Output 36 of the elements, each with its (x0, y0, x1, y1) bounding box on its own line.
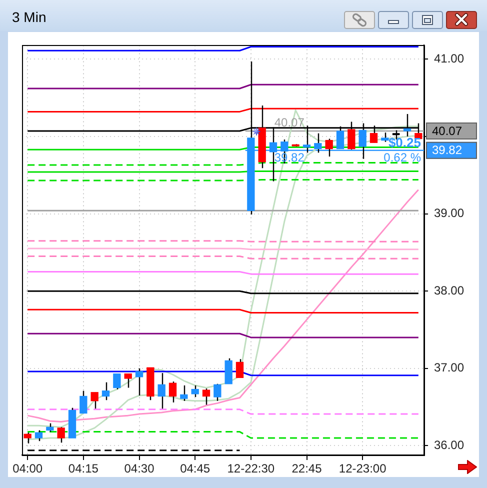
annotation: $0.25 (388, 134, 421, 150)
candlestick (168, 380, 177, 404)
x-tick-label: 22:45 (292, 462, 322, 476)
candlestick (158, 372, 166, 410)
candlestick (57, 426, 65, 444)
candlestick (214, 383, 222, 402)
candlestick (191, 384, 199, 398)
candlestick (34, 430, 43, 442)
x-tick-label: 12-22:30 (227, 462, 275, 476)
candlestick (180, 384, 188, 402)
candlestick (102, 382, 110, 401)
candlestick (90, 392, 98, 410)
x-tick-label: 04:45 (180, 462, 210, 476)
text: 39.82 (432, 143, 462, 158)
candlestick (381, 132, 389, 142)
y-tick-label: 36.00 (434, 438, 464, 452)
y-tick-label: 41.00 (434, 51, 464, 66)
x-tick-label: 04:00 (12, 462, 43, 476)
x-tick-label: 12-23:00 (338, 462, 387, 476)
y-tick-label: 38.00 (434, 283, 464, 298)
candlestick (124, 373, 132, 388)
candlestick (224, 358, 232, 384)
candlestick (314, 132, 322, 154)
candlestick (80, 390, 88, 414)
x-tick-label: 04:30 (124, 462, 155, 476)
candlestick (202, 388, 210, 406)
chart-title: 3 Min (12, 9, 46, 25)
candlestick (113, 373, 121, 390)
x-tick-label: 04:15 (68, 462, 99, 476)
y-tick-label: 37.00 (434, 360, 464, 375)
text: 40.07 (432, 124, 462, 138)
y-tick-label: 39.00 (434, 206, 464, 220)
candlestick (236, 358, 244, 378)
annotation: 0.62 % (384, 150, 422, 165)
candlestick (325, 138, 333, 158)
candlestick (135, 368, 144, 396)
